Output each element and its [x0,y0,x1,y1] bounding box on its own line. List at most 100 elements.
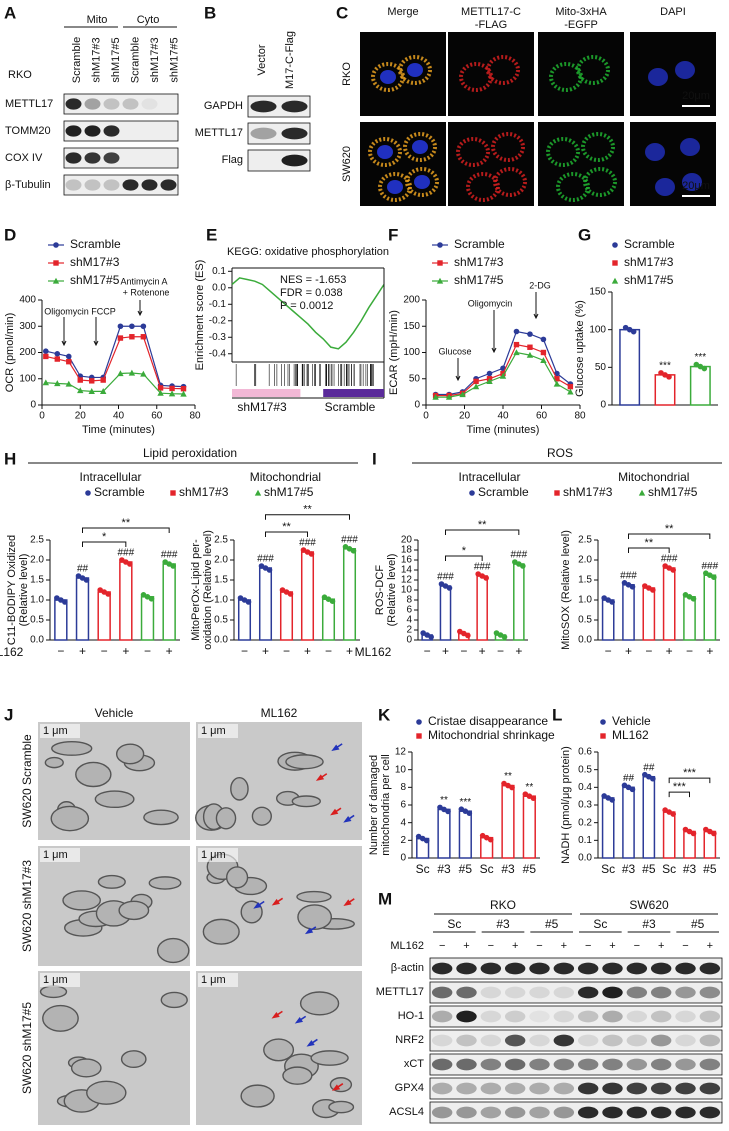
band [699,986,721,999]
marker [445,808,451,815]
y-axis-label: Enrichment score (ES) [194,260,206,371]
x-tick-label: + [262,644,269,658]
marker [117,335,124,341]
marker [690,830,697,837]
y-tick-label: -0.4 [209,348,227,359]
lane-label: shM17#5 [110,37,122,82]
marker [466,810,473,816]
marker [472,383,480,390]
x-axis-label: Time (minutes) [467,424,540,436]
band [675,1034,696,1047]
band [529,1010,550,1023]
band [675,962,696,975]
x-tick-label: 40 [497,411,509,422]
arrow [343,898,355,907]
marker [245,599,252,605]
scale-backdrop [40,848,80,862]
band [456,1034,477,1047]
marker [567,388,574,395]
nucleus [648,68,668,86]
band [141,179,158,191]
y-tick-label: 100 [19,373,36,384]
band [699,1034,721,1047]
band [84,98,101,110]
band [675,1010,696,1023]
panel-letter: M [378,889,392,908]
treatment: − [682,940,688,952]
nucleus [645,143,665,161]
bracket [628,547,670,553]
arrow [306,1038,318,1047]
scale-backdrop [198,724,238,738]
treatment: − [585,940,591,952]
y-tick-label: 0.5 [578,764,592,775]
significance: ### [117,548,134,559]
significance: ### [661,554,678,565]
bar [140,596,155,641]
series-line [45,372,184,395]
x-tick-label: 40 [113,411,125,422]
band [103,179,120,191]
band [675,986,696,999]
band [577,1106,599,1119]
row-label: SW620 Scramble [20,734,34,828]
x-tick-label: 60 [151,411,163,422]
annotation: Antimycin A [120,276,167,286]
y-tick-label: 0.4 [578,782,592,793]
band [626,1058,648,1071]
marker [483,575,489,581]
bar [642,775,656,859]
panel-letter: H [4,449,16,468]
band [602,1010,623,1023]
marker [629,786,636,793]
treatment: − [439,940,445,952]
x-tick-label: #5 [703,862,717,876]
panel-letter: C [336,3,348,22]
marker [54,380,61,387]
group-label: SW620 [629,898,669,912]
band [675,1106,696,1119]
bar [458,810,472,859]
y-tick-label: 2 [400,835,406,846]
marker [254,489,262,496]
column-header: -EGFP [564,19,598,31]
row-label: SW620 shM17#3 [20,860,34,952]
protein-label: COX IV [5,152,43,164]
arrow [93,317,99,347]
band [431,962,453,975]
band [699,1082,721,1095]
arrow [331,1083,344,1091]
nucleus [407,63,423,77]
marker [52,277,60,284]
marker [554,490,560,496]
blot-row [429,1077,723,1100]
marker [54,356,60,362]
y-tick-label: 300 [19,321,36,332]
marker [553,380,561,387]
bracket [445,529,520,535]
marker [473,378,479,385]
band [250,100,277,113]
significance: ** [478,519,487,531]
significance: ### [437,572,454,583]
marker [65,353,72,360]
marker [88,388,95,394]
x-tick-label: #5 [459,862,473,876]
arrow [491,310,497,354]
mitochondrion [86,1080,127,1105]
micrograph [448,122,534,206]
significance: ### [161,550,178,561]
treatment-label: ML162 [390,940,424,952]
band [553,1082,575,1095]
mitochondrion [75,761,112,788]
marker [527,344,533,350]
band [431,1034,453,1047]
mitochondrion [297,904,333,930]
y-tick-label: 0.2 [578,817,592,828]
marker [540,349,547,356]
y-tick-label: 18 [401,545,413,556]
band [480,1058,502,1071]
marker [554,376,560,382]
mitochondrion [120,1050,147,1069]
scale-backdrop [40,973,80,987]
